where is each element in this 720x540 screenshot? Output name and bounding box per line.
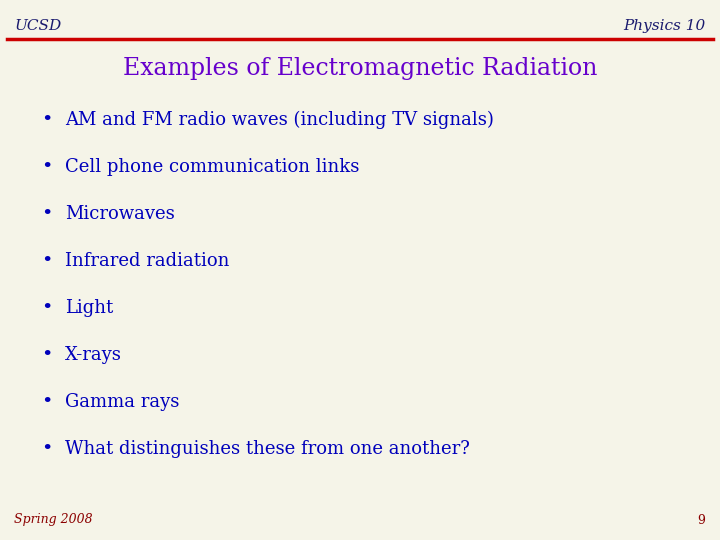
- Text: X-rays: X-rays: [65, 346, 122, 363]
- Text: •: •: [41, 205, 53, 222]
- Text: •: •: [41, 299, 53, 316]
- Text: Examples of Electromagnetic Radiation: Examples of Electromagnetic Radiation: [123, 57, 597, 80]
- Text: Light: Light: [65, 299, 113, 316]
- Text: •: •: [41, 393, 53, 410]
- Text: AM and FM radio waves (including TV signals): AM and FM radio waves (including TV sign…: [65, 111, 494, 129]
- Text: Cell phone communication links: Cell phone communication links: [65, 158, 359, 176]
- Text: Spring 2008: Spring 2008: [14, 514, 93, 526]
- Text: Microwaves: Microwaves: [65, 205, 174, 222]
- Text: UCSD: UCSD: [14, 19, 62, 33]
- Text: Infrared radiation: Infrared radiation: [65, 252, 229, 269]
- Text: Gamma rays: Gamma rays: [65, 393, 179, 410]
- Text: Physics 10: Physics 10: [624, 19, 706, 33]
- Text: 9: 9: [698, 514, 706, 526]
- Text: •: •: [41, 111, 53, 129]
- Text: •: •: [41, 440, 53, 457]
- Text: •: •: [41, 158, 53, 176]
- Text: •: •: [41, 252, 53, 269]
- Text: •: •: [41, 346, 53, 363]
- Text: What distinguishes these from one another?: What distinguishes these from one anothe…: [65, 440, 469, 457]
